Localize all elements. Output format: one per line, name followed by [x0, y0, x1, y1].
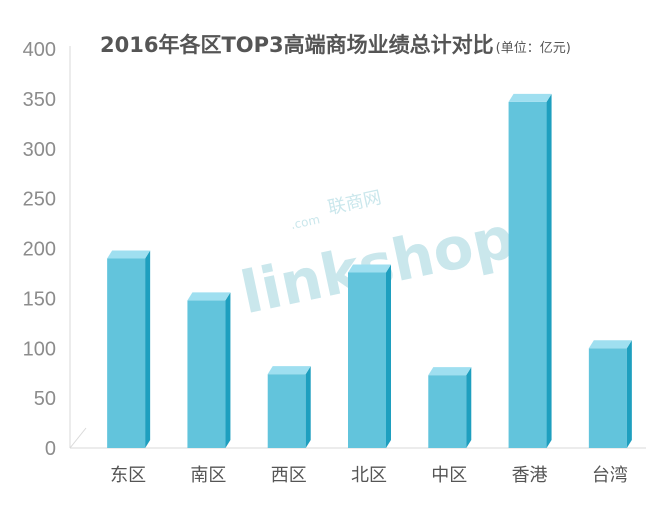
- x-tick-label: 南区: [190, 465, 226, 486]
- x-tick-label: 香港: [512, 465, 548, 486]
- bar-front: [187, 300, 226, 448]
- bar-top: [107, 250, 151, 259]
- bar-side: [145, 250, 151, 448]
- x-tick-label: 东区: [110, 465, 146, 486]
- bar-side: [466, 367, 472, 448]
- y-tick-label: 250: [23, 189, 56, 211]
- y-tick-label: 100: [23, 338, 56, 360]
- y-tick-label: 200: [23, 239, 56, 261]
- x-tick-label: 北区: [351, 465, 387, 486]
- watermark-sub: 联商网: [326, 187, 383, 219]
- bar-front: [348, 272, 386, 448]
- bar: [428, 367, 472, 448]
- bar-top: [267, 366, 311, 375]
- chart-unit: (单位：亿元): [496, 41, 571, 56]
- bar: [267, 366, 311, 448]
- x-axis-ticks: 东区 南区 西区 北区 中区 香港 台湾: [110, 465, 628, 486]
- bar-side: [386, 264, 391, 448]
- bar-front: [107, 258, 146, 448]
- bar-front: [428, 375, 467, 448]
- bar-side: [305, 366, 311, 448]
- bar-top: [428, 367, 472, 376]
- bar-top: [348, 264, 391, 273]
- bar-front: [267, 374, 306, 448]
- y-tick-label: 50: [34, 388, 56, 410]
- y-axis-ticks: 0 50 100 150 200 250 300 350 400: [23, 39, 56, 460]
- bar-front: [508, 101, 547, 449]
- bar: [107, 250, 151, 448]
- bar-side: [225, 292, 231, 448]
- bar: [508, 93, 552, 449]
- y-tick-label: 150: [23, 288, 56, 310]
- bar-side: [626, 340, 632, 448]
- y-tick-label: 300: [23, 139, 56, 161]
- bar-side: [546, 93, 552, 449]
- y-tick-label: 400: [23, 39, 56, 61]
- bar: [588, 340, 632, 448]
- chart-title: 2016年各区TOP3高端商场业绩总计对比: [100, 33, 494, 57]
- bars: [107, 93, 632, 449]
- x-tick-label: 中区: [431, 465, 467, 486]
- bar-top: [187, 292, 231, 301]
- bar-top: [508, 93, 552, 102]
- x-axis-depth-line: [69, 427, 87, 449]
- y-tick-label: 0: [45, 438, 56, 460]
- y-tick-label: 350: [23, 89, 56, 111]
- chart-title-group: 2016年各区TOP3高端商场业绩总计对比 (单位：亿元): [100, 33, 571, 57]
- x-tick-label: 台湾: [592, 465, 628, 486]
- x-tick-label: 西区: [271, 465, 307, 486]
- bar-top: [588, 340, 632, 349]
- watermark-com: .com: [289, 212, 321, 232]
- bar: [348, 264, 391, 448]
- bar-front: [588, 348, 627, 448]
- bar: [187, 292, 231, 448]
